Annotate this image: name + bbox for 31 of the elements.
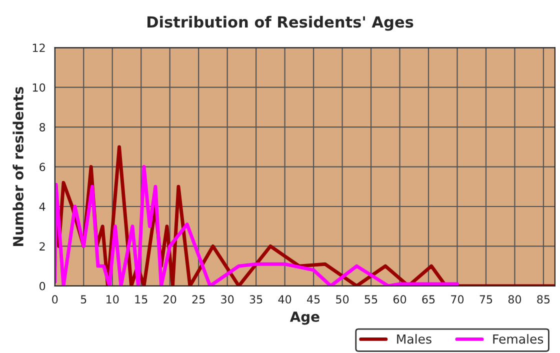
y-tick-label: 12 <box>32 44 45 52</box>
x-tick-label: 70 <box>451 295 464 304</box>
x-tick-label: 0 <box>52 295 58 304</box>
x-tick-label: 75 <box>480 295 492 304</box>
chart-title: Distribution of Residents' Ages <box>147 16 414 31</box>
x-tick-label: 10 <box>106 295 119 304</box>
y-tick-label: 0 <box>40 282 46 290</box>
y-tick-label: 2 <box>40 242 45 250</box>
y-axis-title: Number of residents <box>12 87 24 246</box>
x-tick-label: 55 <box>364 295 378 304</box>
legend-label: Males <box>397 334 432 344</box>
x-tick-label: 25 <box>192 295 205 304</box>
x-tick-label: 85 <box>537 295 550 304</box>
x-tick-label: 50 <box>336 295 349 304</box>
y-tick-label: 4 <box>39 202 46 211</box>
x-tick-label: 45 <box>307 295 320 304</box>
x-tick-label: 5 <box>80 295 86 304</box>
x-tick-label: 20 <box>164 295 176 304</box>
x-tick-label: 60 <box>393 295 406 304</box>
x-tick-label: 30 <box>221 295 234 304</box>
x-axis-title: Age <box>290 312 320 325</box>
x-tick-label: 35 <box>250 295 262 304</box>
line-series <box>54 165 459 286</box>
y-tick-label: 10 <box>32 83 46 92</box>
x-tick-label: 80 <box>508 295 522 304</box>
y-tick-label: 8 <box>40 123 46 132</box>
legend-label: Females <box>493 334 544 344</box>
x-tick-label: 65 <box>422 295 435 304</box>
x-tick-label: 15 <box>135 295 148 304</box>
x-tick-label: 40 <box>278 295 292 304</box>
y-tick-label: 6 <box>40 162 46 172</box>
